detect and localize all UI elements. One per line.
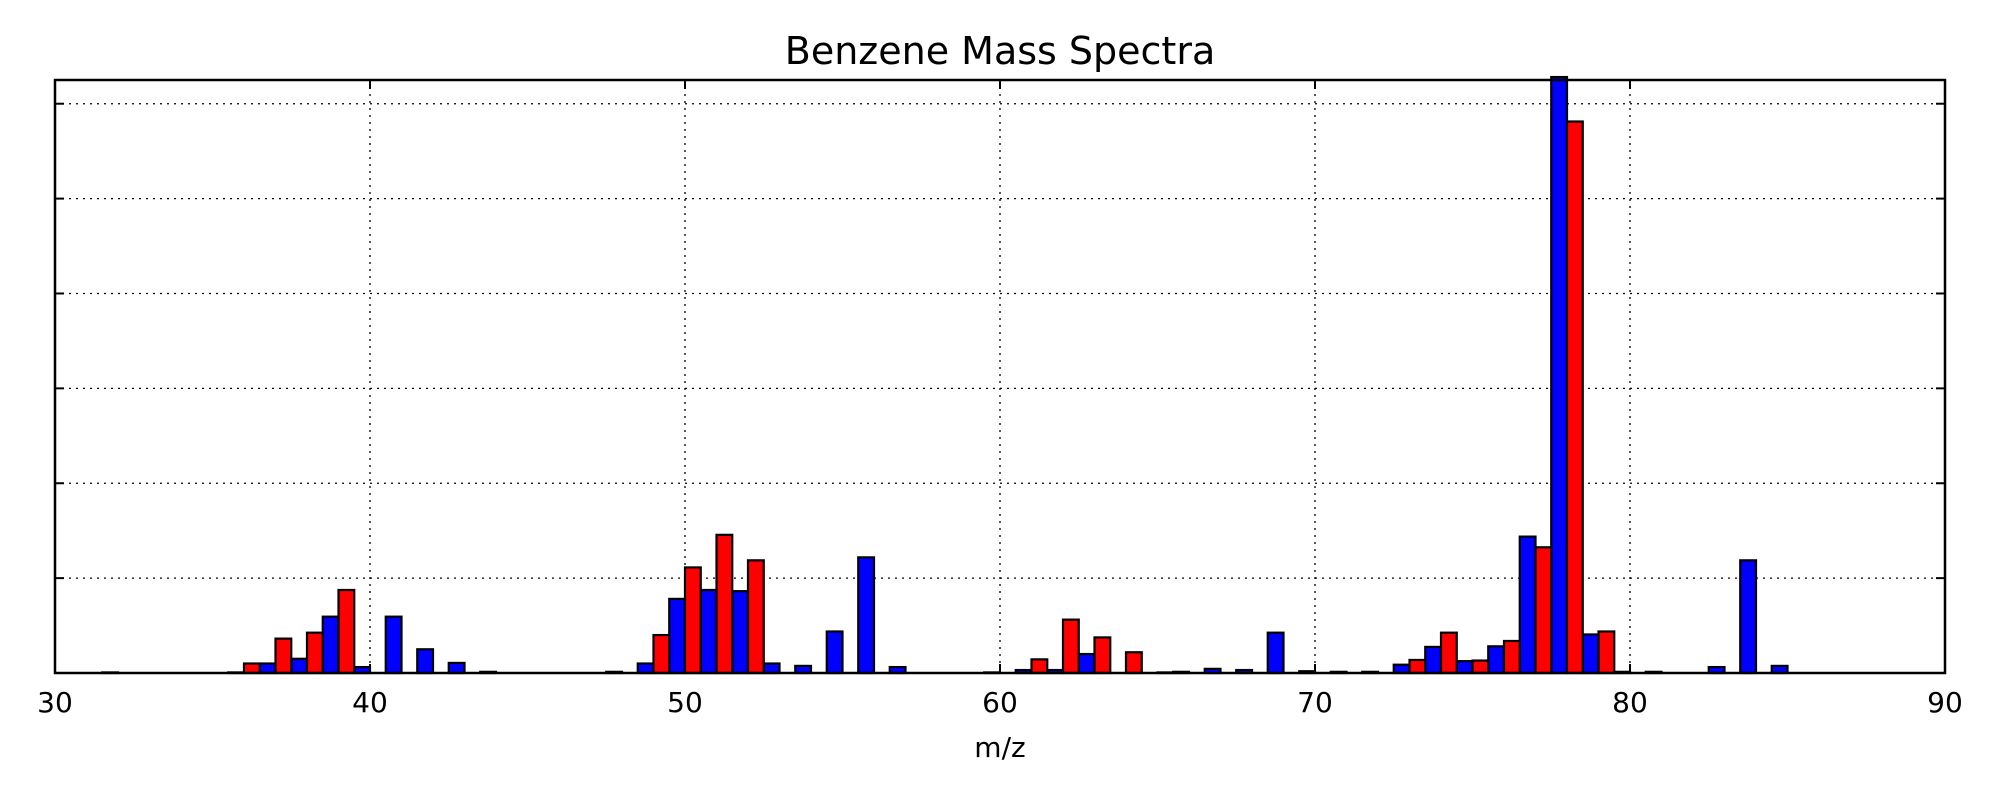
red-bar (1408, 658, 1427, 675)
blue-bar (825, 630, 844, 675)
red-bar (1439, 631, 1458, 675)
blue-bar (668, 597, 687, 675)
blue-bar (290, 657, 309, 675)
blue-bar (857, 556, 876, 675)
bar-layer (101, 75, 1789, 675)
blue-bar (636, 662, 655, 675)
blue-bar (1424, 645, 1443, 675)
blue-bar (1518, 535, 1537, 675)
x-tick-label: 40 (352, 686, 388, 719)
x-tick-label: 60 (982, 686, 1018, 719)
red-bar (305, 631, 324, 675)
red-bar (1061, 618, 1080, 675)
x-tick-label: 80 (1612, 686, 1648, 719)
blue-bar (1077, 652, 1096, 675)
red-bar (1471, 659, 1490, 675)
red-bar (746, 559, 765, 675)
blue-bar (1487, 645, 1506, 675)
red-bar (1030, 658, 1049, 675)
grid-layer (55, 80, 1945, 673)
x-tick-label: 70 (1297, 686, 1333, 719)
blue-bar (699, 588, 718, 675)
blue-bar (384, 615, 403, 675)
blue-bar (1581, 633, 1600, 675)
red-bar (683, 566, 702, 675)
blue-bar (321, 615, 340, 675)
x-axis-label: m/z (974, 731, 1025, 764)
blue-bar (258, 662, 277, 675)
chart-title: Benzene Mass Spectra (785, 29, 1215, 73)
red-bar (1565, 120, 1584, 675)
red-bar (1124, 651, 1143, 675)
red-bar (715, 533, 734, 675)
blue-bar (1550, 75, 1569, 675)
red-bar (1534, 546, 1553, 675)
red-bar (274, 637, 293, 675)
red-bar (337, 588, 356, 675)
red-bar (1597, 630, 1616, 675)
x-tick-label: 30 (37, 686, 73, 719)
blue-bar (416, 648, 435, 675)
red-bar (1093, 636, 1112, 675)
red-bar (652, 633, 671, 675)
blue-bar (447, 661, 466, 675)
red-bar (1502, 639, 1521, 675)
red-bar (242, 662, 261, 675)
blue-bar (1739, 559, 1758, 675)
blue-bar (1455, 660, 1474, 675)
tick-layer: 30 40 50 60 70 80 90 (37, 80, 1963, 719)
blue-bar (1266, 631, 1285, 675)
blue-bar (731, 590, 750, 675)
blue-bar (762, 662, 781, 675)
x-tick-label: 50 (667, 686, 703, 719)
x-tick-label: 90 (1927, 686, 1963, 719)
